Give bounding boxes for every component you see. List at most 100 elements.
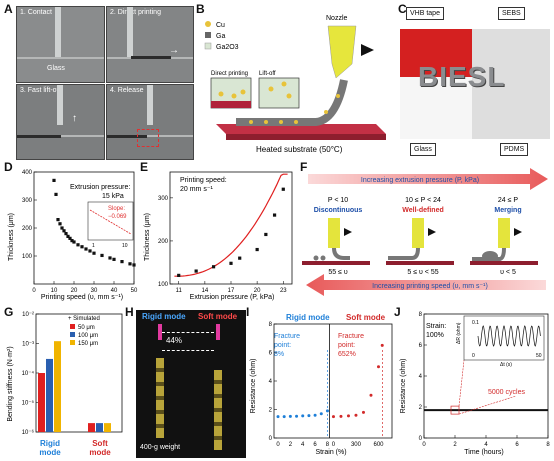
fracture-label-soft: Fracture — [338, 333, 364, 340]
data-point — [52, 178, 56, 182]
label-sebs: SEBS — [498, 7, 525, 20]
x-tick-label: 10 — [51, 288, 58, 294]
regime-discontinuous: P < 10 Discontinuous 55 ≤ υ — [302, 197, 370, 276]
svg-text:24 ≤ P: 24 ≤ P — [498, 197, 519, 204]
data-point-soft — [331, 415, 335, 419]
x-tick-label: 600 — [373, 442, 384, 448]
label-rigid-mode: Rigid mode — [286, 313, 330, 322]
data-point — [92, 251, 96, 255]
y-tick-label: 10⁻² — [22, 312, 34, 318]
panel-b-schematic: Cu Ga Ga2O3 Nozzle Direct printing Lift-… — [204, 15, 386, 154]
photo-label: 3. Fast lift-off — [20, 87, 61, 94]
inset-x-label: Δt (s) — [500, 362, 512, 368]
x-tick-label: 4 — [484, 442, 488, 448]
data-point — [211, 265, 216, 269]
x-tick-label: 20 — [254, 288, 261, 294]
fracture-value-soft: 652% — [338, 351, 356, 358]
ga2o3-legend-icon — [204, 42, 212, 50]
y-tick-label: 8 — [419, 312, 423, 318]
inset-wave — [477, 325, 541, 347]
legend-swatch — [70, 324, 75, 329]
y-axis-label: Thickness (μm) — [144, 213, 151, 261]
data-point — [177, 273, 181, 277]
y-axis-label: Resistance (ohm) — [400, 359, 407, 414]
x-tick-label: 23 — [280, 288, 287, 294]
bar — [88, 423, 95, 432]
data-point — [238, 256, 242, 260]
svg-text:10: 10 — [122, 243, 128, 249]
data-point — [68, 236, 72, 240]
inset-lift-off — [258, 77, 300, 109]
data-point-rigid — [295, 414, 299, 418]
data-point — [60, 226, 64, 230]
x-tick-label: 0 — [32, 288, 36, 294]
inset-direct-printing-label: Direct printing — [211, 71, 248, 77]
photo-label: 1. Contact — [20, 9, 52, 16]
regime-well-defined: 10 ≤ P < 24 Well-defined 5 ≤ υ < 55 — [386, 197, 454, 276]
svg-text:10 ≤ P < 24: 10 ≤ P < 24 — [405, 197, 441, 204]
x-tick-label: 0 — [332, 442, 336, 448]
panel-letter-e: E — [140, 160, 149, 174]
data-point — [58, 222, 62, 226]
data-point — [112, 257, 116, 261]
photo-direct-printing: 2. Direct printing → — [106, 6, 194, 83]
y-tick-label: 200 — [158, 239, 169, 245]
svg-text:Discontinuous: Discontinuous — [314, 207, 363, 214]
bar — [96, 423, 103, 432]
data-point — [272, 213, 277, 217]
legend-ga2o3: Ga2O3 — [216, 44, 239, 51]
x-tick-label: 50 — [131, 288, 138, 294]
legend-swatch — [70, 332, 75, 337]
panel-d-chart: 0 10 20 30 40 50 100 200 300 400 Thickness (μm) P… — [8, 170, 138, 301]
y-tick-label: 300 — [22, 198, 33, 204]
data-point-rigid — [319, 412, 323, 416]
x-label-soft-2: mode — [89, 448, 111, 457]
legend-cu: Cu — [216, 22, 225, 29]
x-axis-label: Time (hours) — [464, 449, 503, 456]
data-point-soft — [376, 365, 380, 369]
inset-y-label: ΔR (ohm) — [456, 322, 462, 344]
svg-text:50: 50 — [536, 353, 542, 359]
x-label-rigid: Rigid — [40, 439, 60, 448]
x-tick-label: 4 — [301, 442, 305, 448]
data-point-soft — [361, 410, 365, 414]
svg-text:Merging: Merging — [494, 207, 521, 214]
y-tick-label: 2 — [419, 405, 423, 411]
data-point-rigid — [313, 413, 317, 417]
annotation-speed-value: 20 mm s⁻¹ — [180, 186, 214, 193]
svg-text:0: 0 — [472, 353, 475, 359]
bottom-arrow-label: Increasing printing speed (υ, mm s⁻¹) — [372, 283, 488, 290]
top-arrow — [308, 168, 548, 190]
data-point — [84, 247, 88, 251]
fit-curve — [174, 173, 288, 277]
y-tick-label: 4 — [419, 374, 423, 380]
y-axis-label: Bending stiffness (N·m²) — [7, 346, 14, 421]
y-tick-label: 10⁻⁵ — [22, 400, 35, 407]
panel-j-chart: 0 2 4 6 8 0 2 4 6 8 Resistance (ohm) Time (hours)… — [400, 312, 550, 456]
zoom-line — [458, 395, 517, 415]
x-axis-label: Strain (%) — [315, 449, 346, 456]
inset-slope-value: −0.069 — [108, 214, 127, 220]
data-point — [56, 218, 60, 222]
x-tick-label: 0 — [276, 442, 280, 448]
data-point — [264, 232, 268, 237]
x-tick-label: 40 — [111, 288, 118, 294]
inset-loglog — [87, 201, 134, 241]
panel-letter-b: B — [196, 2, 205, 16]
data-point — [100, 253, 104, 258]
panel-f-diagram: Increasing extrusion pressure (P, kPa) I… — [302, 168, 548, 296]
photo-label: 2. Direct printing — [110, 9, 161, 16]
plot-frame — [273, 323, 393, 439]
x-tick-label: 17 — [228, 288, 235, 294]
annotation-pressure-value: 15 kPa — [102, 193, 124, 200]
data-point-soft — [380, 343, 384, 347]
y-tick-label: 400 — [22, 170, 33, 176]
arrow-right-icon — [361, 44, 374, 56]
strain-value: 100% — [426, 332, 444, 339]
inset-lift-off-label: Lift-off — [259, 71, 276, 77]
data-point-soft — [346, 414, 350, 418]
zoom-line — [458, 359, 465, 407]
regime-merging: 24 ≤ P Merging υ < 5 — [470, 197, 538, 276]
y-axis-label: Thickness (μm) — [8, 213, 15, 261]
y-tick-label: 6 — [419, 343, 423, 349]
